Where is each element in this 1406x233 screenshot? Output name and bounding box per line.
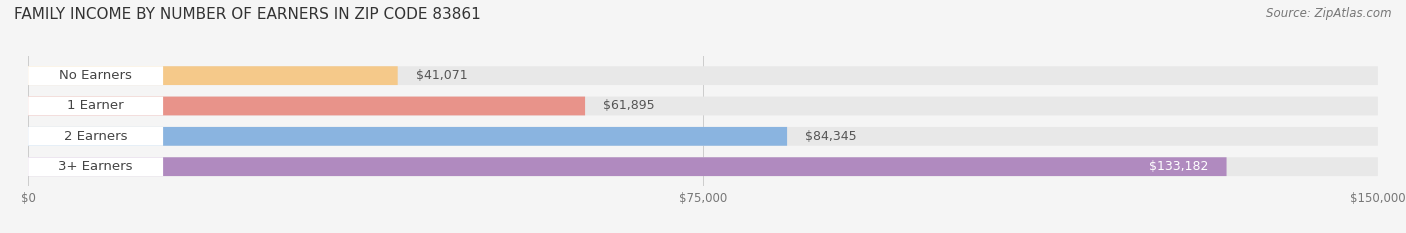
Text: 2 Earners: 2 Earners — [63, 130, 128, 143]
Text: Source: ZipAtlas.com: Source: ZipAtlas.com — [1267, 7, 1392, 20]
FancyBboxPatch shape — [28, 66, 398, 85]
FancyBboxPatch shape — [28, 127, 163, 146]
Text: $61,895: $61,895 — [603, 99, 655, 113]
FancyBboxPatch shape — [28, 157, 163, 176]
FancyBboxPatch shape — [28, 157, 1226, 176]
FancyBboxPatch shape — [28, 66, 1378, 85]
Text: $133,182: $133,182 — [1149, 160, 1209, 173]
Text: $84,345: $84,345 — [806, 130, 856, 143]
FancyBboxPatch shape — [28, 127, 1378, 146]
FancyBboxPatch shape — [28, 97, 585, 115]
Text: 3+ Earners: 3+ Earners — [59, 160, 132, 173]
FancyBboxPatch shape — [28, 97, 1378, 115]
Text: FAMILY INCOME BY NUMBER OF EARNERS IN ZIP CODE 83861: FAMILY INCOME BY NUMBER OF EARNERS IN ZI… — [14, 7, 481, 22]
FancyBboxPatch shape — [28, 66, 163, 85]
Text: 1 Earner: 1 Earner — [67, 99, 124, 113]
Text: No Earners: No Earners — [59, 69, 132, 82]
FancyBboxPatch shape — [28, 97, 163, 115]
FancyBboxPatch shape — [28, 127, 787, 146]
FancyBboxPatch shape — [28, 157, 1378, 176]
Text: $41,071: $41,071 — [416, 69, 467, 82]
